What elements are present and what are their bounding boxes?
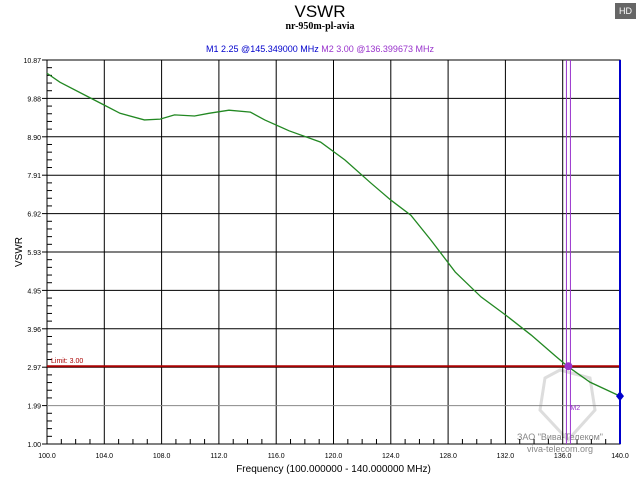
- y-tick-label: 1.99: [27, 404, 41, 411]
- m2-marker-label: M2: [570, 405, 580, 412]
- x-tick-label: 132.0: [497, 453, 515, 460]
- y-tick-label: 5.93: [27, 250, 41, 257]
- watermark-line1: ЗАО "Вива-Телеком": [517, 432, 603, 442]
- m1-marker-point: [616, 391, 624, 402]
- x-tick-label: 116.0: [268, 453, 285, 460]
- x-tick-label: 140.0: [611, 453, 629, 460]
- y-tick-label: 10.87: [23, 58, 41, 65]
- y-axis-label: VSWR: [14, 237, 25, 267]
- marker-readout: M1 2.25 @145.349000 MHz M2 3.00 @136.399…: [0, 44, 640, 54]
- y-tick-label: 7.91: [27, 173, 41, 180]
- x-tick-label: 128.0: [439, 453, 457, 460]
- x-tick-label: 112.0: [210, 453, 227, 460]
- y-tick-label: 3.96: [27, 327, 41, 334]
- x-tick-label: 108.0: [153, 453, 171, 460]
- watermark-shield-icon: [538, 368, 597, 443]
- y-tick-label: 8.90: [27, 135, 41, 142]
- x-tick-label: 136.0: [554, 453, 572, 460]
- y-tick-label: 4.95: [27, 288, 41, 295]
- chart-subtitle: nr-950m-pl-avia: [285, 21, 355, 32]
- x-tick-label: 120.0: [325, 453, 343, 460]
- y-tick-label: 2.97: [27, 365, 41, 372]
- m2-marker-point: [564, 362, 573, 371]
- x-tick-label: 100.0: [38, 453, 56, 460]
- x-tick-label: 124.0: [382, 453, 400, 460]
- y-tick-label: 6.92: [27, 212, 41, 219]
- watermark-line2: viva-telecom.org: [527, 444, 593, 454]
- chart-title: VSWR: [294, 2, 346, 21]
- x-axis-label: Frequency (100.000000 - 140.000000 MHz): [236, 464, 431, 475]
- hd-badge[interactable]: HD: [615, 3, 636, 19]
- m1-readout: M1 2.25 @145.349000 MHz: [206, 44, 319, 54]
- limit-label: Limit: 3.00: [51, 358, 83, 365]
- y-tick-label: 1.00: [27, 442, 41, 449]
- y-tick-label: 9.88: [27, 96, 41, 103]
- vswr-series-line: [46, 72, 621, 397]
- x-tick-label: 104.0: [96, 453, 114, 460]
- m2-readout: M2 3.00 @136.399673 MHz: [321, 44, 434, 54]
